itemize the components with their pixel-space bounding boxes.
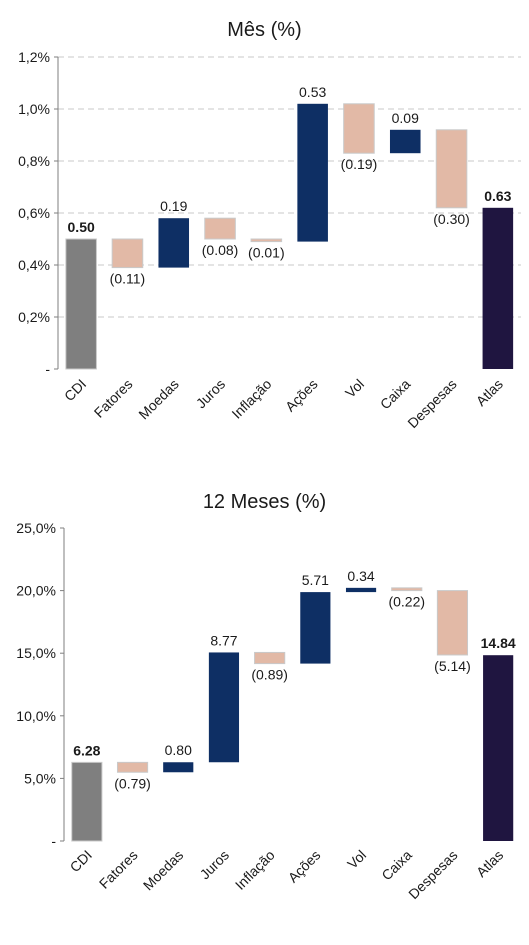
data-label: 0.50 [68, 219, 95, 235]
bar-total [483, 655, 514, 841]
data-label: (5.14) [434, 658, 471, 674]
bar-negative [254, 651, 286, 665]
x-tick-label: Inflação [228, 376, 274, 422]
x-tick-label: Caixa [377, 376, 414, 413]
x-tick-label: Despesas [404, 376, 459, 431]
x-tick-label: Atlas [473, 376, 506, 409]
x-tick-label: Ações [285, 847, 324, 886]
data-label: (0.22) [388, 594, 425, 610]
bar-positive [208, 652, 240, 763]
y-tick-label: 0,6% [18, 205, 50, 221]
x-tick-label: Moedas [140, 847, 187, 894]
data-label: (0.11) [110, 271, 146, 287]
x-tick-label: Atlas [473, 847, 506, 880]
data-label: (0.08) [202, 242, 239, 258]
y-tick-label: - [51, 833, 56, 849]
data-label: 0.80 [165, 742, 192, 758]
data-label: 0.34 [347, 568, 374, 584]
y-tick-label: 0,8% [18, 153, 50, 169]
data-label: 0.63 [484, 188, 511, 204]
waterfall-chart-12-months: 12 Meses (%) - 5,0% 10,0% 15,0% 20,0% 25,0% 6.2… [16, 491, 516, 902]
bar-total [71, 761, 103, 842]
bar-negative [116, 761, 149, 773]
x-tick-label: CDI [67, 847, 95, 875]
chart-title: 12 Meses (%) [203, 491, 326, 513]
x-tick-label: Fatores [96, 847, 141, 892]
chart-title: Mês (%) [227, 19, 301, 41]
y-tick-label: 15,0% [16, 645, 56, 661]
data-label: 0.53 [299, 84, 326, 100]
bar-total [65, 238, 97, 370]
bar-negative [250, 238, 283, 243]
x-tick-label: Caixa [378, 847, 415, 884]
data-label: (0.89) [251, 667, 288, 683]
data-label: (0.19) [341, 156, 378, 172]
x-tick-label: Despesas [405, 847, 460, 902]
bar-negative [436, 590, 469, 656]
y-tick-label: - [45, 361, 50, 377]
data-label: (0.30) [433, 211, 470, 227]
bar-negative [111, 238, 144, 269]
data-label: 0.09 [392, 110, 419, 126]
data-label: 14.84 [481, 635, 516, 651]
bar-negative [435, 129, 468, 209]
x-tick-label: Ações [282, 376, 321, 415]
x-tick-label: Moedas [135, 376, 182, 423]
y-tick-label: 0,2% [18, 309, 50, 325]
y-tick-label: 1,2% [18, 49, 50, 65]
x-tick-label: Fatores [91, 376, 136, 421]
bar-positive [300, 592, 331, 664]
y-tick-label: 10,0% [16, 708, 56, 724]
y-tick-label: 20,0% [16, 583, 56, 599]
y-tick-label: 25,0% [16, 520, 56, 536]
bar-total [482, 207, 514, 369]
bar-negative [204, 217, 236, 240]
data-label: 8.77 [210, 632, 237, 648]
bar-positive [158, 218, 190, 268]
data-label: (0.79) [114, 775, 151, 791]
x-tick-label: Vol [342, 376, 367, 401]
x-tick-label: Juros [193, 376, 229, 412]
bar-negative [391, 587, 423, 592]
x-tick-label: Juros [197, 847, 233, 883]
data-label: 6.28 [73, 742, 100, 758]
x-tick-label: Vol [344, 847, 369, 872]
bar-positive [389, 129, 421, 154]
x-tick-label: CDI [61, 376, 89, 404]
bar-negative [343, 103, 375, 154]
bar-positive [163, 762, 194, 773]
x-tick-label: Inflação [232, 847, 278, 893]
waterfall-chart-month: Mês (%) - 0,2% 0,4% 0,6% 0,8% 1,0% 1,2% 0.50 (0.1… [18, 19, 521, 431]
data-label: 5.71 [302, 572, 329, 588]
y-tick-label: 0,4% [18, 257, 50, 273]
bar-positive [297, 103, 328, 242]
y-tick-label: 5,0% [24, 770, 56, 786]
bar-positive [345, 587, 377, 593]
data-label: (0.01) [248, 245, 285, 261]
y-tick-label: 1,0% [18, 101, 50, 117]
data-label: 0.19 [160, 198, 187, 214]
